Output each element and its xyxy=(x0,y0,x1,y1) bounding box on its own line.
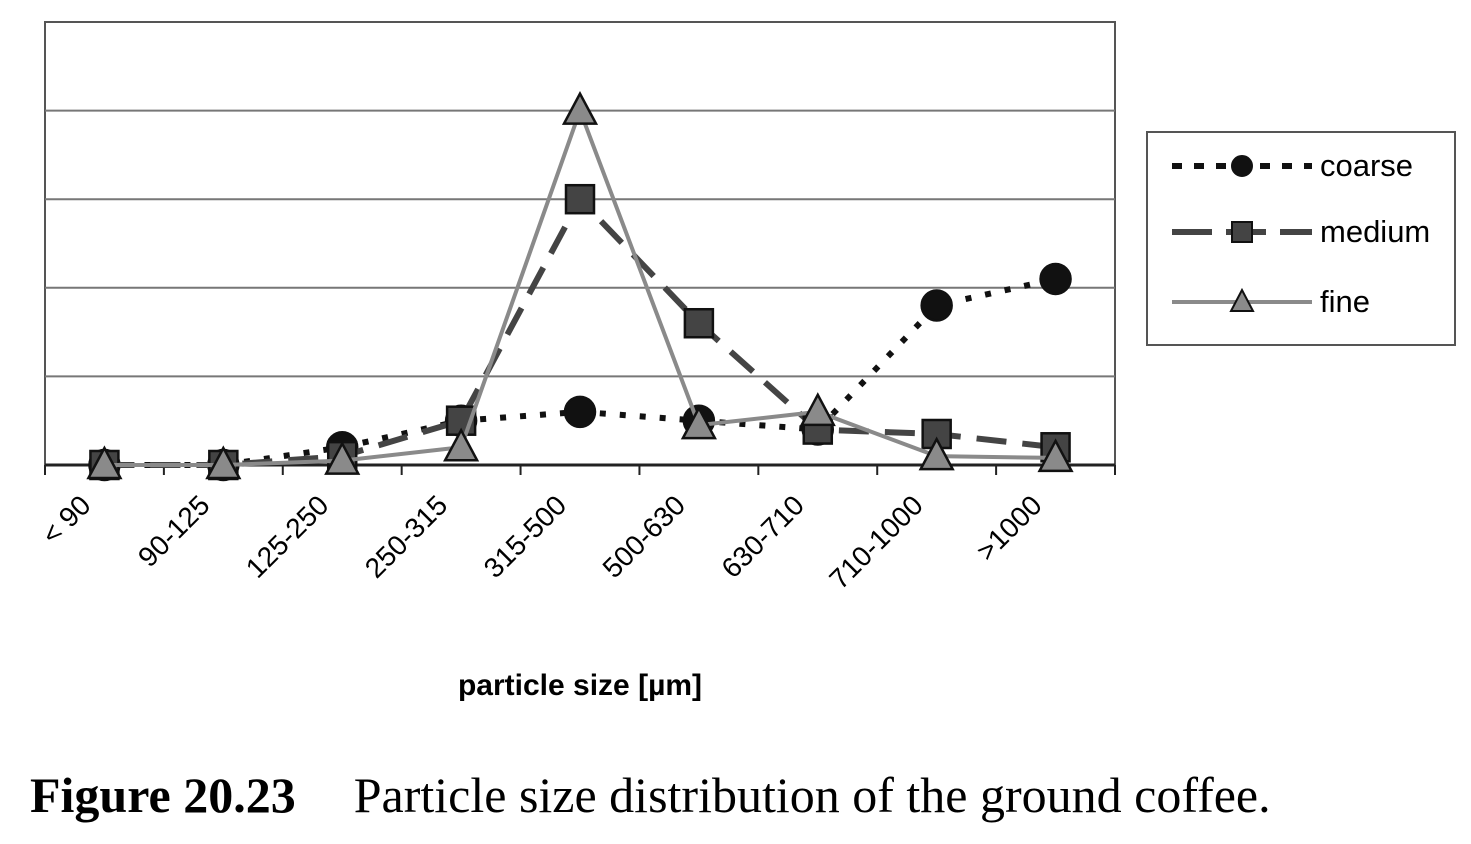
legend-marker-square xyxy=(1231,221,1253,243)
legend-marker-circle xyxy=(1231,155,1253,177)
x-tick-label: 710-1000 xyxy=(823,489,929,595)
legend-label-coarse: coarse xyxy=(1320,148,1413,183)
x-tick-label: 315-500 xyxy=(478,489,573,584)
legend-item-fine: fine xyxy=(1172,284,1370,319)
figure-caption: Figure 20.23 Particle size distribution o… xyxy=(30,766,1271,824)
x-tick-label: 630-710 xyxy=(715,489,810,584)
data-point-square xyxy=(564,183,596,215)
data-point-triangle xyxy=(680,405,717,440)
figure-caption-text: Particle size distribution of the ground… xyxy=(353,767,1271,823)
x-tick-label: >1000 xyxy=(970,489,1048,567)
x-axis-tick-labels: < 90 90-125 125-250 250-315 315-500 500-630 63… xyxy=(36,489,1048,595)
series-layer xyxy=(86,90,1074,482)
x-axis-ticks xyxy=(44,465,1116,475)
data-point-triangle xyxy=(86,445,123,480)
x-tick-label: 125-250 xyxy=(240,489,335,584)
legend-label-fine: fine xyxy=(1320,284,1370,319)
legend-label-medium: medium xyxy=(1320,214,1430,249)
legend-item-medium: medium xyxy=(1172,214,1430,249)
x-tick-label: 250-315 xyxy=(359,489,454,584)
x-tick-label: 500-630 xyxy=(597,489,692,584)
data-point-square xyxy=(683,307,715,339)
data-point-circle xyxy=(563,395,597,429)
data-point-triangle xyxy=(799,392,836,427)
data-point-triangle xyxy=(205,445,242,480)
x-tick-label: 90-125 xyxy=(132,489,216,573)
data-point-triangle xyxy=(1037,438,1074,473)
x-axis-title: particle size [µm] xyxy=(458,669,702,702)
x-tick-label: < 90 xyxy=(36,489,97,550)
data-point-triangle xyxy=(918,436,955,471)
data-point-circle xyxy=(1039,262,1072,296)
series-fine xyxy=(86,90,1074,480)
data-point-triangle xyxy=(443,427,480,462)
data-point-triangle xyxy=(561,90,599,125)
particle-size-chart: < 90 90-125 125-250 250-315 315-500 500-630 63… xyxy=(36,21,1456,702)
legend-items: coarse medium fine xyxy=(1172,148,1430,319)
legend-item-coarse: coarse xyxy=(1172,148,1413,183)
figure-number: Figure 20.23 xyxy=(30,767,296,823)
data-point-circle xyxy=(920,289,953,322)
legend-marker-triangle xyxy=(1229,287,1255,312)
legend: coarse medium fine xyxy=(1146,131,1456,346)
data-point-triangle xyxy=(324,440,361,475)
